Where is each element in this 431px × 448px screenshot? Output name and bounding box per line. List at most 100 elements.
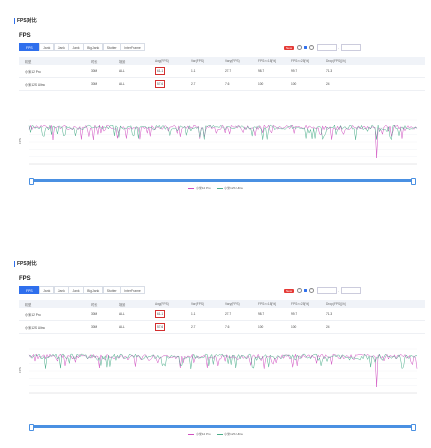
legend-swatch (188, 433, 195, 435)
column-header: Drop(FPS)[/h] (326, 59, 346, 63)
table-row[interactable]: 小米12 Pro 30M ALL 61.1 1.1 27.7 98.7 99.7… (19, 308, 425, 321)
avg-fps-highlight: 61.1 (155, 67, 166, 75)
tab-bigjank[interactable]: BigJank (83, 43, 104, 51)
tab-fps[interactable]: FPS (19, 286, 40, 294)
column-header: 场景 (119, 302, 126, 307)
range-dash: - (338, 288, 340, 293)
zoom-handle-right[interactable] (411, 178, 416, 185)
vary-fps-cell: 27.7 (225, 312, 232, 316)
zoom-handle-right[interactable] (411, 424, 416, 431)
device-cell: 小米12S Ultra (25, 325, 45, 330)
legend-swatch (216, 187, 223, 189)
range-dash: - (338, 45, 340, 50)
table-header: 机型 时长 场景 Avg(FPS) Var(FPS) Vary(FPS) FPS… (19, 57, 425, 65)
tab-jank[interactable]: Jank (39, 286, 55, 294)
column-header: Var(FPS) (191, 59, 205, 63)
fps25-cell: 100 (291, 325, 297, 329)
table-row[interactable]: 小米12 Pro 30M ALL 61.1 1.1 27.7 98.7 99.7… (19, 65, 425, 78)
new-badge: New (284, 288, 295, 293)
table-row[interactable]: 小米12S Ultra 30M ALL 57.6 2.7 7.6 100 100… (19, 78, 425, 91)
fps-line-chart[interactable]: FPS (19, 118, 425, 172)
avg-fps-highlight: 61.1 (155, 310, 166, 318)
zoom-slider[interactable] (29, 424, 416, 431)
stats-table: 机型 时长 场景 Avg(FPS) Var(FPS) Vary(FPS) FPS… (19, 300, 425, 334)
legend-label: 小米12 Pro (195, 432, 211, 436)
series-line (28, 124, 418, 141)
duration-cell: 30M (91, 69, 98, 73)
legend-item[interactable]: 小米12S Ultra (216, 432, 243, 436)
scene-cell: ALL (119, 312, 125, 316)
duration-cell: 30M (91, 312, 98, 316)
tab-fps[interactable]: FPS (19, 43, 40, 51)
info-icon[interactable]: i (309, 45, 315, 50)
column-header: Vary(FPS) (225, 59, 240, 63)
fps-heading: FPS (19, 33, 31, 39)
option-checkbox[interactable] (304, 46, 308, 49)
zoom-slider[interactable] (29, 178, 416, 185)
range-from-input[interactable] (317, 44, 338, 51)
fps18-cell: 100 (258, 325, 264, 329)
avg-fps-cell: 57.6 (155, 323, 191, 331)
duration-cell: 30M (91, 325, 98, 329)
scene-cell: ALL (119, 69, 125, 73)
var-fps-cell: 2.7 (191, 325, 196, 329)
avg-fps-cell: 57.6 (155, 80, 191, 88)
var-fps-cell: 1.1 (191, 69, 196, 73)
column-header: FPS>=25[%] (291, 59, 310, 63)
legend-label: 小米12S Ultra (224, 186, 243, 190)
column-header: 时长 (91, 302, 98, 307)
tab-bigjank[interactable]: BigJank (83, 286, 104, 294)
duration-cell: 30M (91, 82, 98, 86)
info-icon[interactable]: i (297, 288, 303, 293)
section-title: FPS对比 (14, 18, 37, 24)
table-header: 机型 时长 场景 Avg(FPS) Var(FPS) Vary(FPS) FPS… (19, 300, 425, 308)
tab-jank-3[interactable]: Jank (68, 286, 84, 294)
var-fps-cell: 1.1 (191, 312, 196, 316)
range-from-input[interactable] (317, 287, 338, 294)
tab-jank-3[interactable]: Jank (68, 43, 84, 51)
tab-interframe[interactable]: InterFrame (120, 286, 145, 294)
chart-legend: 小米12 Pro 小米12S Ultra (0, 432, 431, 436)
stats-table: 机型 时长 场景 Avg(FPS) Var(FPS) Vary(FPS) FPS… (19, 57, 425, 91)
info-icon[interactable]: i (309, 288, 315, 293)
tab-stutter[interactable]: Stutter (102, 43, 121, 51)
option-checkbox[interactable] (304, 289, 308, 292)
legend-label: 小米12S Ultra (224, 432, 243, 436)
vary-fps-cell: 7.6 (225, 82, 230, 86)
drop-cell: 24 (326, 82, 330, 86)
range-to-input[interactable] (341, 44, 362, 51)
avg-fps-highlight: 57.6 (155, 323, 166, 331)
device-cell: 小米12 Pro (25, 312, 41, 317)
vary-fps-cell: 27.7 (225, 69, 232, 73)
var-fps-cell: 2.7 (191, 82, 196, 86)
avg-fps-cell: 61.1 (155, 310, 191, 318)
tab-stutter[interactable]: Stutter (102, 286, 121, 294)
table-row[interactable]: 小米12S Ultra 30M ALL 57.6 2.7 7.6 100 100… (19, 321, 425, 334)
zoom-handle-left[interactable] (29, 178, 34, 185)
column-header: Drop(FPS)[/h] (326, 302, 346, 306)
tab-jank-2[interactable]: Jank (53, 43, 69, 51)
tab-interframe[interactable]: InterFrame (120, 43, 145, 51)
info-icon[interactable]: i (297, 45, 303, 50)
tab-jank-2[interactable]: Jank (53, 286, 69, 294)
legend-item[interactable]: 小米12 Pro (188, 432, 211, 436)
legend-item[interactable]: 小米12S Ultra (216, 186, 243, 190)
vary-fps-cell: 7.6 (225, 325, 230, 329)
chart-controls: New i i - (284, 44, 365, 51)
legend-item[interactable]: 小米12 Pro (188, 186, 211, 190)
new-badge: New (284, 45, 295, 50)
legend-swatch (216, 433, 223, 435)
section-title: FPS对比 (14, 261, 37, 267)
fps18-cell: 98.7 (258, 312, 265, 316)
tab-jank[interactable]: Jank (39, 43, 55, 51)
fps25-cell: 99.7 (291, 69, 298, 73)
column-header: 机型 (25, 59, 32, 64)
column-header: 机型 (25, 302, 32, 307)
zoom-handle-left[interactable] (29, 424, 34, 431)
y-axis-label: FPS (19, 367, 22, 373)
avg-fps-highlight: 57.6 (155, 80, 166, 88)
range-to-input[interactable] (341, 287, 362, 294)
fps-line-chart[interactable]: FPS (19, 347, 425, 401)
fps18-cell: 100 (258, 82, 264, 86)
metric-tabs: FPS Jank Jank Jank BigJank Stutter Inter… (19, 286, 145, 294)
